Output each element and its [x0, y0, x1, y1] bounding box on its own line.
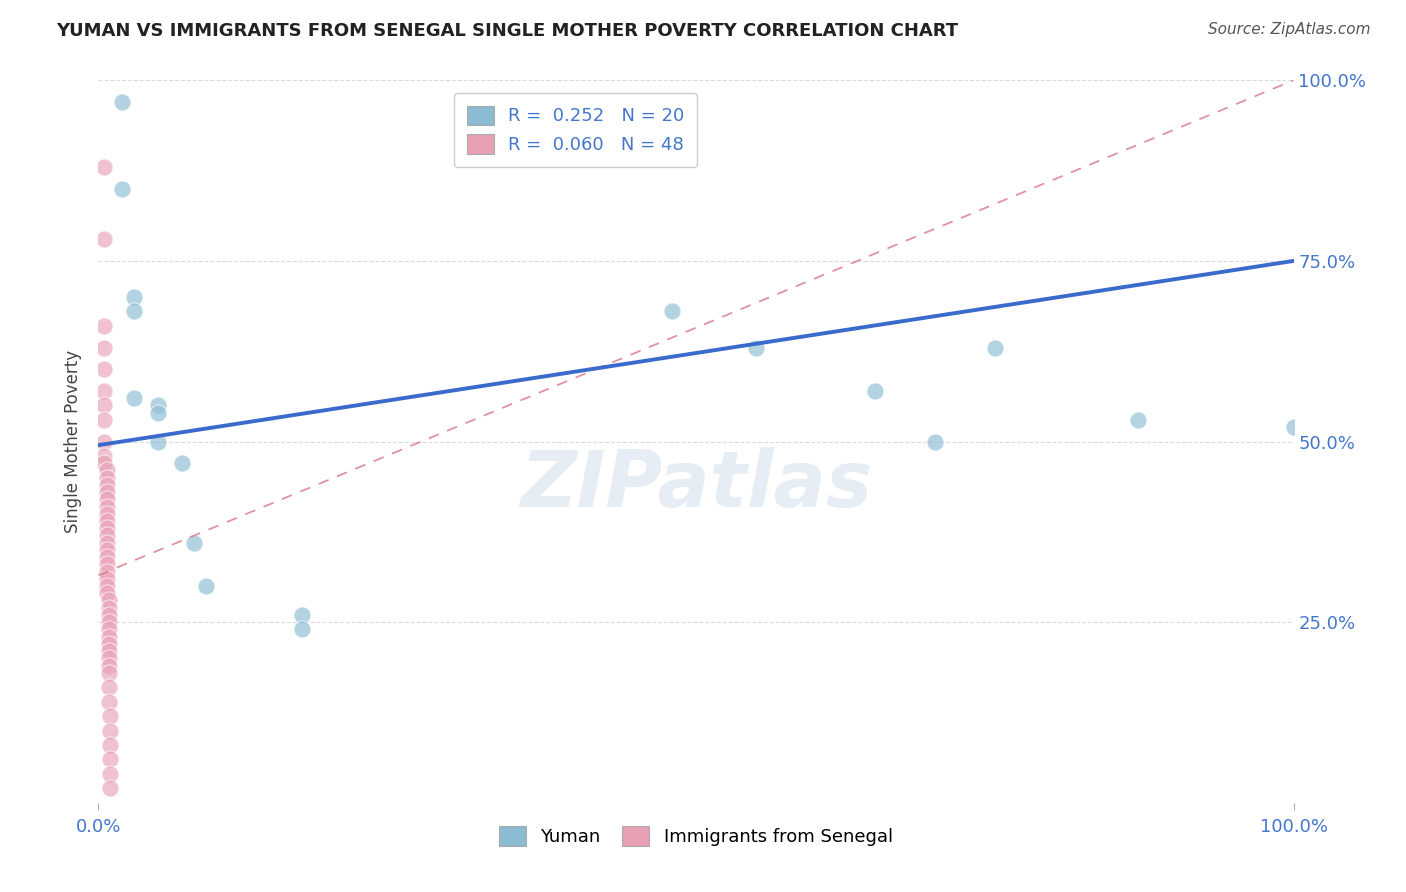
Point — [124, 290, 146, 304]
Point — [93, 413, 115, 427]
Point — [98, 767, 122, 781]
Point — [98, 658, 121, 673]
Point — [124, 304, 146, 318]
Point — [98, 593, 121, 607]
Point — [98, 637, 121, 651]
Point — [96, 478, 118, 492]
Point — [98, 781, 122, 796]
Point — [96, 535, 118, 549]
Point — [93, 232, 115, 246]
Point — [148, 398, 170, 412]
Point — [96, 470, 118, 484]
Point — [93, 456, 115, 470]
Point — [96, 507, 118, 521]
Point — [111, 95, 134, 109]
Point — [96, 485, 118, 500]
Point — [93, 384, 115, 398]
Point — [98, 752, 122, 766]
Point — [172, 456, 194, 470]
Point — [195, 579, 218, 593]
Point — [98, 651, 121, 665]
Text: Source: ZipAtlas.com: Source: ZipAtlas.com — [1208, 22, 1371, 37]
Point — [98, 680, 121, 694]
Point — [98, 623, 121, 637]
Point — [96, 500, 118, 514]
Point — [98, 615, 121, 630]
Point — [93, 160, 115, 174]
Point — [98, 709, 122, 723]
Point — [291, 623, 314, 637]
Point — [98, 630, 121, 644]
Point — [93, 449, 115, 463]
Point — [1282, 420, 1305, 434]
Text: ZIPatlas: ZIPatlas — [520, 447, 872, 523]
Point — [96, 521, 118, 535]
Point — [96, 586, 118, 600]
Point — [98, 723, 122, 738]
Point — [96, 514, 118, 528]
Point — [96, 492, 118, 507]
Point — [96, 528, 118, 542]
Point — [98, 600, 121, 615]
Text: YUMAN VS IMMIGRANTS FROM SENEGAL SINGLE MOTHER POVERTY CORRELATION CHART: YUMAN VS IMMIGRANTS FROM SENEGAL SINGLE … — [56, 22, 959, 40]
Point — [984, 341, 1007, 355]
Point — [98, 607, 121, 622]
Point — [111, 182, 134, 196]
Point — [93, 398, 115, 412]
Point — [865, 384, 887, 398]
Point — [98, 644, 121, 658]
Point — [93, 362, 115, 376]
Point — [291, 607, 314, 622]
Point — [96, 463, 118, 477]
Point — [93, 434, 115, 449]
Point — [96, 579, 118, 593]
Point — [1128, 413, 1150, 427]
Point — [96, 565, 118, 579]
Point — [183, 535, 205, 549]
Point — [98, 665, 121, 680]
Point — [98, 695, 121, 709]
Point — [96, 542, 118, 557]
Point — [98, 738, 122, 752]
Point — [745, 341, 768, 355]
Point — [96, 558, 118, 572]
Point — [924, 434, 946, 449]
Y-axis label: Single Mother Poverty: Single Mother Poverty — [65, 350, 83, 533]
Point — [96, 550, 118, 565]
Point — [148, 434, 170, 449]
Point — [124, 391, 146, 405]
Point — [93, 318, 115, 333]
Point — [93, 341, 115, 355]
Point — [96, 572, 118, 586]
Legend: Yuman, Immigrants from Senegal: Yuman, Immigrants from Senegal — [489, 817, 903, 855]
Point — [661, 304, 683, 318]
Point — [148, 406, 170, 420]
